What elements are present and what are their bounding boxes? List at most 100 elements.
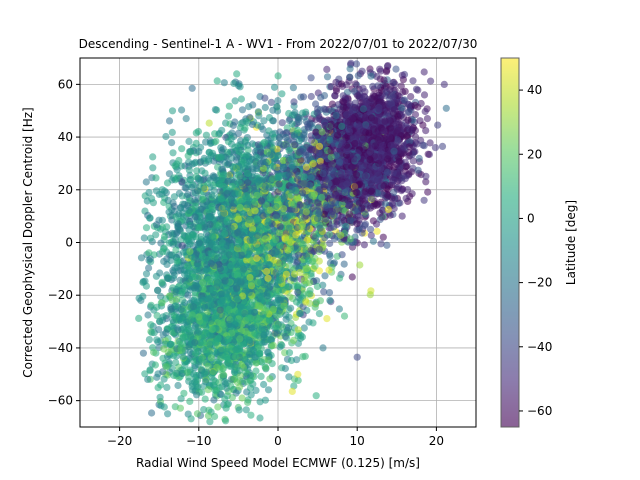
data-point: [218, 146, 226, 155]
data-point: [139, 292, 147, 300]
data-point: [182, 115, 190, 123]
data-point: [267, 98, 275, 106]
data-point: [434, 121, 442, 129]
data-point: [260, 117, 268, 125]
data-point: [335, 305, 343, 313]
data-point: [193, 167, 201, 175]
data-point: [257, 372, 265, 380]
data-point: [379, 233, 387, 241]
data-point: [238, 106, 247, 114]
data-point: [326, 252, 334, 260]
data-point: [285, 349, 294, 357]
data-point: [421, 107, 429, 116]
data-point: [382, 68, 390, 76]
data-point: [422, 127, 430, 135]
data-point: [165, 117, 174, 125]
data-point: [420, 91, 429, 99]
data-point: [164, 410, 172, 418]
data-point: [376, 65, 384, 73]
data-point: [152, 174, 160, 182]
data-point: [153, 312, 161, 320]
data-point: [415, 154, 423, 162]
data-point: [300, 324, 308, 332]
data-point: [278, 119, 286, 127]
data-point: [261, 94, 269, 102]
data-point: [293, 356, 301, 364]
data-point: [289, 84, 297, 92]
data-point: [162, 132, 170, 141]
data-point: [167, 303, 175, 311]
data-point: [181, 184, 189, 192]
data-point: [170, 193, 178, 201]
data-point: [398, 71, 406, 79]
data-point: [396, 199, 404, 207]
data-point: [177, 395, 185, 403]
chart-title: Descending - Sentinel-1 A - WV1 - From 2…: [79, 37, 478, 51]
data-point: [142, 270, 151, 278]
data-point: [146, 255, 154, 263]
data-point: [321, 272, 329, 280]
data-point: [168, 107, 177, 115]
data-point: [352, 80, 360, 88]
data-point: [290, 382, 298, 390]
data-point: [163, 383, 171, 391]
data-point: [328, 100, 336, 108]
data-point: [224, 112, 232, 120]
data-point: [356, 261, 364, 269]
data-point: [235, 406, 243, 414]
data-point: [222, 417, 230, 425]
data-point: [155, 190, 163, 198]
data-point: [427, 77, 435, 85]
data-point: [210, 396, 218, 404]
data-point: [442, 104, 450, 112]
data-point: [367, 231, 375, 239]
data-point: [413, 140, 421, 148]
data-point: [414, 86, 422, 94]
data-point: [233, 70, 241, 78]
data-point: [169, 352, 178, 360]
data-point: [187, 175, 195, 184]
data-point: [231, 97, 239, 105]
data-point: [230, 79, 238, 87]
data-point: [422, 172, 430, 180]
data-point: [398, 212, 406, 220]
data-point: [141, 370, 149, 378]
data-point: [260, 380, 268, 389]
data-point: [307, 272, 315, 280]
data-point: [265, 127, 273, 135]
data-point: [206, 418, 214, 426]
data-point: [307, 92, 315, 101]
data-point: [420, 142, 428, 150]
data-point: [392, 65, 400, 73]
data-point: [149, 164, 157, 172]
data-point: [214, 403, 222, 411]
data-point: [256, 414, 264, 422]
data-point: [420, 196, 428, 204]
data-point: [411, 111, 420, 119]
data-point: [315, 267, 323, 275]
data-point: [289, 336, 298, 344]
data-point: [238, 394, 246, 402]
data-point: [431, 144, 439, 152]
data-point: [287, 304, 295, 312]
data-point: [417, 99, 425, 108]
data-point: [182, 281, 191, 289]
data-point: [327, 224, 335, 232]
data-point: [178, 106, 186, 114]
data-point: [231, 374, 239, 382]
data-point: [409, 77, 417, 85]
data-point: [323, 65, 331, 73]
data-point: [422, 178, 430, 186]
data-point: [369, 237, 377, 245]
data-point: [194, 127, 202, 136]
data-point: [231, 118, 239, 126]
data-point: [187, 415, 195, 423]
data-point: [200, 406, 208, 414]
data-point: [294, 326, 302, 334]
data-point: [409, 157, 417, 165]
data-point: [352, 60, 361, 68]
data-point: [154, 384, 162, 392]
data-point: [426, 139, 434, 147]
data-point: [203, 235, 211, 243]
